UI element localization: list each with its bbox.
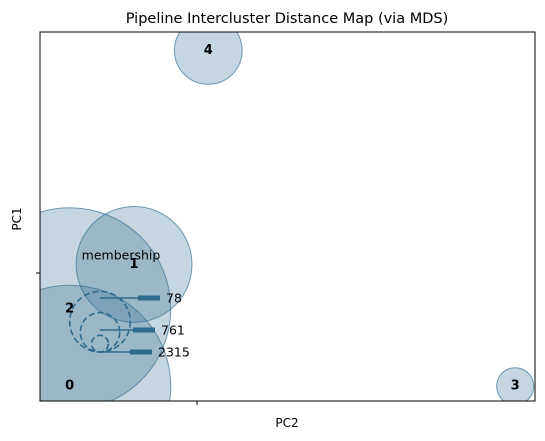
x-axis-label: PC2 (275, 416, 298, 430)
legend-value-2315: 2315 (158, 345, 190, 360)
legend-value-78: 78 (166, 291, 182, 306)
legend-value-761: 761 (161, 323, 185, 338)
legend-marker-78 (138, 295, 160, 301)
legend-marker-2315 (130, 349, 152, 355)
y-axis-label: PC1 (10, 207, 24, 230)
bubble-layer (40, 32, 535, 401)
cluster-bubble-4 (173, 32, 243, 85)
cluster-label-1: 1 (130, 257, 139, 272)
cluster-label-4: 4 (204, 43, 213, 58)
cluster-bubble-3 (496, 367, 535, 401)
cluster-label-2: 2 (65, 301, 74, 316)
cluster-bubble-0 (40, 284, 172, 401)
chart-title: Pipeline Intercluster Distance Map (via … (126, 11, 449, 27)
cluster-label-3: 3 (511, 379, 520, 394)
cluster-bubble-1 (75, 206, 193, 323)
cluster-label-0: 0 (65, 379, 74, 394)
legend-title: membership (82, 248, 161, 263)
size-legend: 78 761 2315 membership (68, 248, 190, 360)
plot-frame (39, 31, 536, 402)
legend-marker-761 (133, 327, 155, 333)
cluster-label-layer: 0 1 2 3 4 (65, 43, 520, 394)
